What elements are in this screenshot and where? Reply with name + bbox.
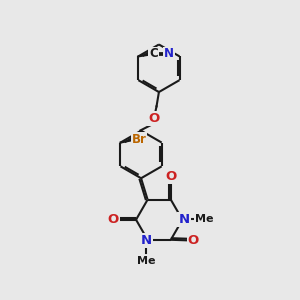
Text: O: O [148,112,159,125]
Text: O: O [165,170,176,183]
Text: Me: Me [194,214,213,224]
Text: N: N [141,234,152,247]
Text: N: N [164,47,174,61]
Text: O: O [188,234,199,247]
Text: Me: Me [137,256,156,266]
Text: O: O [108,213,119,226]
Text: Br: Br [131,133,146,146]
Text: N: N [178,213,189,226]
Text: C: C [149,47,158,61]
